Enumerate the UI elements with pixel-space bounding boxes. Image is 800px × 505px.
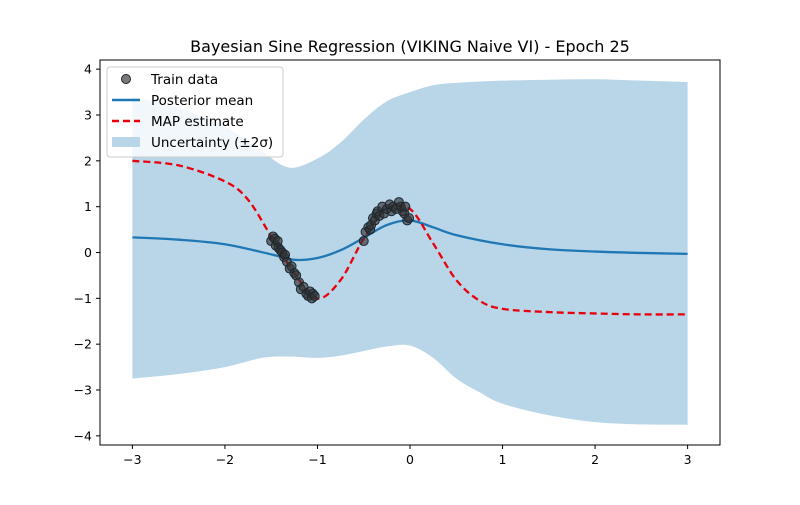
legend-uncertainty-patch xyxy=(112,137,140,147)
posterior-mean-line xyxy=(132,219,688,262)
legend-train-marker xyxy=(121,74,131,84)
train-data-point xyxy=(309,291,320,302)
x-tick-label: 2 xyxy=(591,452,599,467)
x-tick-label: −2 xyxy=(216,452,234,467)
legend-map-label: MAP estimate xyxy=(151,114,244,130)
train-data-points xyxy=(266,197,415,304)
legend-box xyxy=(106,66,284,158)
y-tick-label: 1 xyxy=(84,199,92,214)
x-tick-label: 1 xyxy=(499,452,507,467)
train-data-point xyxy=(404,213,415,224)
x-tick-label: 0 xyxy=(406,452,414,467)
y-tick-label: −1 xyxy=(74,291,92,306)
lines-layer xyxy=(132,159,688,316)
train-data-point xyxy=(400,201,411,212)
uncertainty-band-layer xyxy=(132,79,688,425)
y-tick-label: −4 xyxy=(74,428,92,443)
legend-uncertainty-label: Uncertainty (±2σ) xyxy=(151,135,273,151)
uncertainty-band xyxy=(132,79,688,425)
y-tick-label: 2 xyxy=(84,153,92,168)
train-data-point xyxy=(358,236,369,247)
legend: Train data Posterior mean MAP estimate U… xyxy=(106,66,284,158)
axes-layer: −3 −2 −1 0 1 2 3 −4 −3 −2 −1 0 1 2 3 4 xyxy=(74,62,692,467)
y-tick-label: −3 xyxy=(74,383,92,398)
y-tick-label: 3 xyxy=(84,108,92,123)
y-tick-label: 4 xyxy=(84,62,92,77)
chart-title: Bayesian Sine Regression (VIKING Naive V… xyxy=(190,37,630,56)
x-tick-label: 3 xyxy=(684,452,692,467)
y-tick-label: 0 xyxy=(84,245,92,260)
x-tick-label: −1 xyxy=(308,452,326,467)
map-estimate-line xyxy=(132,159,688,316)
x-tick-label: −3 xyxy=(123,452,141,467)
legend-posterior-label: Posterior mean xyxy=(151,93,253,109)
y-tick-label: −2 xyxy=(74,337,92,352)
legend-train-label: Train data xyxy=(150,72,218,88)
